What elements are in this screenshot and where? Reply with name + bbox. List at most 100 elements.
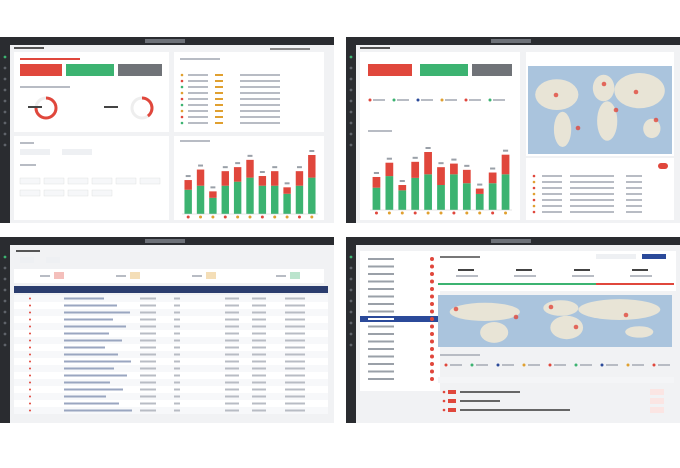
- table-row: [14, 365, 328, 372]
- text-placeholder: [215, 104, 223, 106]
- text-placeholder: [140, 332, 156, 335]
- tag: [91, 189, 113, 197]
- bar-segment: [411, 161, 420, 178]
- sidebar-icon: [3, 77, 7, 81]
- table-row: [14, 337, 328, 344]
- sidebar-icon: [349, 310, 353, 314]
- text-placeholder: [386, 157, 392, 160]
- status-dot: [430, 309, 434, 314]
- text-placeholder: [421, 99, 433, 101]
- text-placeholder: [188, 104, 208, 106]
- legend-dot: [652, 363, 656, 367]
- table-row: [14, 358, 328, 365]
- text-placeholder: [180, 140, 210, 142]
- text-placeholder: [285, 311, 305, 314]
- text-placeholder: [174, 367, 180, 370]
- text-placeholder: [542, 193, 562, 195]
- text-placeholder: [247, 154, 253, 157]
- text-placeholder: [502, 364, 514, 366]
- row-dot: [180, 121, 184, 125]
- status-dot: [430, 362, 434, 366]
- text-placeholder: [574, 269, 590, 271]
- table-row: [14, 351, 328, 358]
- bar-segment: [501, 174, 510, 210]
- text-placeholder: [252, 367, 266, 370]
- sidebar-icon: [3, 332, 7, 336]
- bar-segment: [475, 193, 484, 210]
- text-placeholder: [140, 402, 156, 405]
- status-dot: [430, 287, 434, 291]
- bar-segment: [372, 187, 381, 210]
- sidebar-icon: [349, 277, 353, 281]
- text-placeholder: [225, 395, 239, 398]
- text-placeholder: [64, 318, 113, 321]
- text-placeholder: [240, 80, 280, 82]
- text-placeholder: [188, 74, 208, 76]
- text-placeholder: [570, 211, 614, 213]
- text-placeholder: [368, 378, 394, 380]
- text-placeholder: [225, 381, 239, 384]
- text-placeholder: [198, 164, 204, 167]
- bar-segment: [462, 169, 471, 184]
- window-title: [491, 39, 531, 43]
- text-placeholder: [252, 374, 266, 377]
- status-button: [472, 64, 512, 76]
- row-dot: [29, 325, 31, 328]
- text-placeholder: [542, 211, 562, 213]
- category-icon: [387, 211, 391, 215]
- category-icon: [297, 215, 301, 219]
- sidebar-icon: [349, 55, 353, 59]
- table-row: [14, 302, 328, 309]
- text-placeholder: [368, 288, 394, 290]
- text-placeholder: [252, 304, 266, 307]
- tag: [19, 177, 41, 185]
- row-dot: [180, 103, 184, 107]
- text-placeholder: [514, 275, 536, 277]
- status-dot: [430, 317, 434, 321]
- text-placeholder: [368, 370, 394, 373]
- bar-segment: [385, 162, 394, 177]
- text-placeholder: [368, 333, 394, 335]
- row-dot: [29, 367, 31, 370]
- text-placeholder: [285, 367, 305, 370]
- text-placeholder: [252, 409, 266, 412]
- landmass: [550, 315, 584, 340]
- sidebar-icon: [3, 321, 7, 325]
- text-placeholder: [450, 364, 462, 366]
- text-placeholder: [477, 183, 483, 186]
- text-placeholder: [285, 360, 305, 363]
- text-placeholder: [445, 99, 457, 101]
- text-placeholder: [252, 353, 266, 356]
- text-placeholder: [64, 367, 114, 370]
- text-placeholder: [174, 346, 180, 349]
- text-placeholder: [542, 187, 562, 189]
- row-dot: [532, 192, 536, 196]
- bar-segment: [308, 177, 316, 214]
- row-dot: [29, 381, 31, 384]
- text-placeholder: [140, 367, 156, 370]
- text-placeholder: [542, 175, 562, 177]
- text-placeholder: [225, 374, 239, 377]
- sidebar-icon: [349, 321, 353, 325]
- landmass: [597, 101, 618, 141]
- map-marker: [653, 117, 659, 123]
- bar-segment: [209, 191, 217, 198]
- row-dot: [29, 297, 31, 300]
- category-icon: [248, 215, 252, 219]
- status-button: [368, 64, 412, 76]
- badge: [658, 163, 668, 169]
- text-placeholder: [140, 318, 156, 321]
- text-placeholder: [225, 346, 239, 349]
- table-row: [14, 372, 328, 379]
- text-placeholder: [542, 205, 562, 207]
- text-placeholder: [368, 325, 394, 328]
- text-placeholder: [215, 86, 223, 88]
- text-placeholder: [225, 360, 239, 363]
- text-placeholder: [215, 110, 223, 112]
- row-dot: [532, 186, 536, 190]
- gauge-arc: [141, 96, 154, 118]
- text-placeholder: [174, 381, 180, 384]
- status-dot: [430, 324, 434, 329]
- text-placeholder: [252, 325, 266, 328]
